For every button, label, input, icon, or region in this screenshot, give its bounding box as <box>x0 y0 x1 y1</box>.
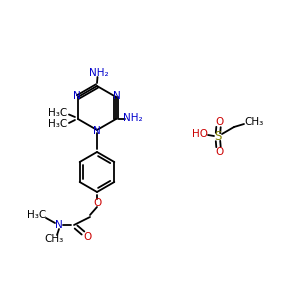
Text: N: N <box>93 126 101 136</box>
Text: CH₃: CH₃ <box>44 234 64 244</box>
Text: H₃C: H₃C <box>48 119 68 129</box>
Text: N: N <box>73 91 81 101</box>
Text: H₃C: H₃C <box>27 210 46 220</box>
Text: O: O <box>93 198 101 208</box>
Text: NH₂: NH₂ <box>123 113 143 123</box>
Text: HO: HO <box>192 129 208 139</box>
Text: CH₃: CH₃ <box>244 117 264 127</box>
Text: S: S <box>214 130 222 143</box>
Text: O: O <box>83 232 91 242</box>
Text: N: N <box>113 91 121 101</box>
Text: O: O <box>215 117 223 127</box>
Text: O: O <box>215 147 223 157</box>
Text: NH₂: NH₂ <box>89 68 109 78</box>
Text: N: N <box>55 220 63 230</box>
Text: H₃C: H₃C <box>48 108 68 118</box>
